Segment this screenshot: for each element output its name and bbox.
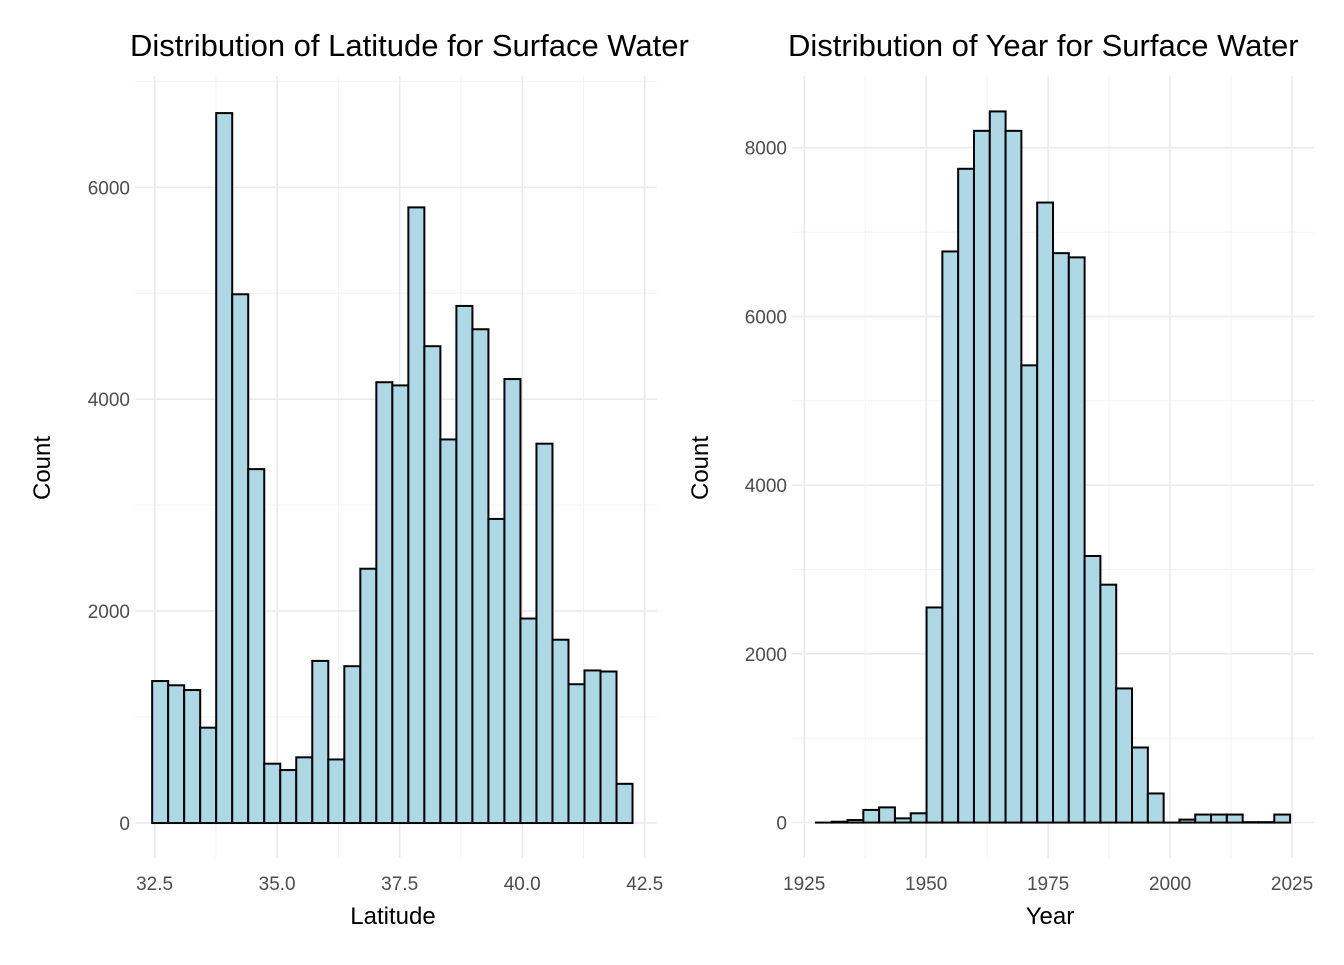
latitude-x-tick-label: 37.5	[381, 874, 418, 895]
year-bar	[942, 251, 958, 822]
year-bar	[974, 131, 990, 823]
year-bar	[895, 818, 911, 822]
year-bar	[1227, 815, 1243, 823]
latitude-bar	[552, 640, 568, 823]
latitude-bar	[360, 569, 376, 823]
latitude-bar	[376, 382, 392, 823]
year-x-axis-label: Year	[1026, 903, 1075, 930]
year-bar	[1148, 793, 1164, 822]
year-bar	[1274, 815, 1290, 823]
year-x-tick-label: 1975	[1027, 874, 1069, 895]
latitude-bar	[200, 728, 216, 823]
year-histogram-panel: Distribution of Year for Surface Water 1…	[687, 28, 1314, 930]
latitude-bar	[456, 306, 472, 823]
latitude-bar	[424, 346, 440, 823]
latitude-y-tick-label: 0	[119, 814, 130, 835]
latitude-histogram-panel: Distribution of Latitude for Surface Wat…	[29, 28, 689, 930]
latitude-x-tick-label: 40.0	[504, 874, 541, 895]
year-bar	[832, 822, 848, 823]
year-bar	[1211, 815, 1227, 823]
latitude-y-tick-label: 4000	[88, 390, 130, 411]
latitude-bar	[296, 757, 312, 823]
latitude-x-tick-label: 32.5	[136, 874, 173, 895]
year-bar	[1195, 815, 1211, 823]
year-bar	[927, 607, 943, 822]
latitude-chart-title: Distribution of Latitude for Surface Wat…	[130, 28, 689, 63]
year-chart-title: Distribution of Year for Surface Water	[788, 28, 1299, 63]
year-bar	[1085, 556, 1101, 823]
latitude-bar	[184, 690, 200, 823]
year-y-tick-label: 6000	[745, 307, 787, 328]
latitude-bars	[152, 113, 632, 823]
latitude-bar	[488, 519, 504, 823]
year-bars	[816, 111, 1290, 822]
latitude-bar	[152, 681, 168, 823]
year-x-tick-label: 1950	[905, 874, 947, 895]
year-bar	[863, 810, 879, 823]
latitude-x-tick-label: 42.5	[626, 874, 663, 895]
year-bar	[879, 807, 895, 822]
year-bar	[1053, 253, 1069, 822]
year-bar	[990, 111, 1006, 822]
year-bar	[848, 820, 864, 823]
latitude-x-axis-label: Latitude	[350, 903, 435, 930]
year-bar	[911, 813, 927, 822]
year-bar	[958, 169, 974, 823]
latitude-bar	[585, 670, 601, 823]
year-bar	[1179, 820, 1195, 823]
latitude-y-tick-label: 2000	[88, 602, 130, 623]
latitude-bar	[232, 294, 248, 823]
latitude-bar	[168, 685, 184, 823]
year-x-tick-label: 1925	[783, 874, 825, 895]
year-x-ticks: 1925 1950 1975 2000 2025	[783, 874, 1313, 895]
year-y-tick-label: 4000	[745, 476, 787, 497]
latitude-bar	[344, 666, 360, 823]
year-y-tick-label: 8000	[745, 139, 787, 160]
year-bar	[1100, 585, 1116, 823]
year-y-ticks: 0 2000 4000 6000 8000	[745, 139, 787, 835]
year-bar	[1132, 747, 1148, 822]
year-bar	[1069, 257, 1085, 822]
latitude-bar	[280, 770, 296, 823]
latitude-bar	[264, 764, 280, 823]
year-x-tick-label: 2025	[1271, 874, 1313, 895]
year-y-axis-label: Count	[687, 436, 714, 500]
latitude-bar	[312, 661, 328, 823]
latitude-x-tick-label: 35.0	[259, 874, 296, 895]
latitude-bar	[440, 439, 456, 823]
latitude-bar	[536, 444, 552, 823]
latitude-bar	[248, 469, 264, 823]
latitude-y-tick-label: 6000	[88, 178, 130, 199]
year-bar	[1021, 365, 1037, 822]
latitude-bar	[328, 759, 344, 823]
year-y-tick-label: 2000	[745, 645, 787, 666]
year-x-tick-label: 2000	[1149, 874, 1191, 895]
latitude-bar	[568, 684, 584, 823]
year-bar	[1006, 131, 1022, 823]
latitude-bar	[520, 619, 536, 824]
year-y-tick-label: 0	[776, 814, 787, 835]
latitude-bar	[601, 672, 617, 824]
latitude-bar	[617, 784, 633, 823]
latitude-x-ticks: 32.5 35.0 37.5 40.0 42.5	[136, 874, 663, 895]
latitude-bar	[392, 385, 408, 823]
latitude-bar	[408, 207, 424, 823]
latitude-bar	[472, 329, 488, 823]
year-bar	[1037, 203, 1053, 823]
latitude-y-axis-label: Count	[29, 436, 56, 500]
latitude-y-ticks: 0 2000 4000 6000	[88, 178, 130, 835]
latitude-bar	[504, 379, 520, 823]
latitude-bar	[216, 113, 232, 823]
year-bar	[1116, 688, 1132, 822]
